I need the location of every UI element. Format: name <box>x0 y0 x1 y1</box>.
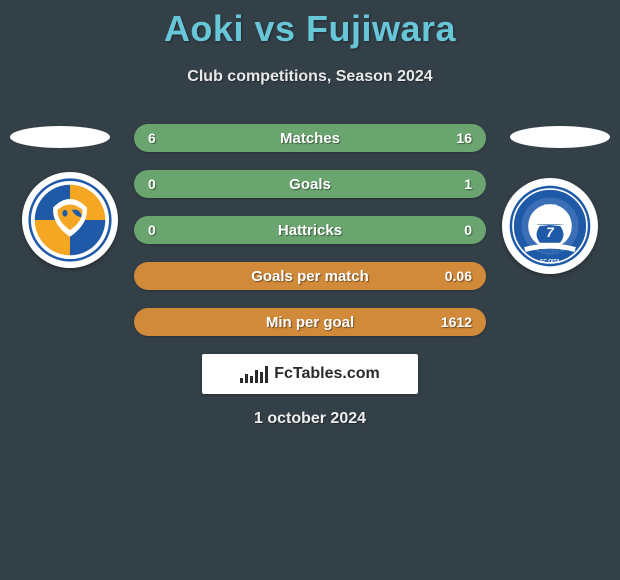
stat-right-value: 0.06 <box>445 268 472 284</box>
stat-row-mpg: Min per goal 1612 <box>134 308 486 336</box>
bar-chart-icon <box>240 365 268 383</box>
date-text: 1 october 2024 <box>0 410 620 428</box>
stat-label: Hattricks <box>278 222 342 239</box>
trinita-crest-icon: EST 1994 7 TRINITA FC OITA <box>508 184 592 268</box>
stat-right-value: 1612 <box>441 314 472 330</box>
right-player-oval <box>510 126 610 148</box>
left-player-oval <box>10 126 110 148</box>
stat-label: Min per goal <box>266 314 354 331</box>
stats-container: 6 Matches 16 0 Goals 1 0 Hattricks 0 Goa… <box>134 124 486 354</box>
stat-right-value: 1 <box>464 176 472 192</box>
stat-row-matches: 6 Matches 16 <box>134 124 486 152</box>
stat-left-value: 0 <box>148 222 156 238</box>
stat-row-gpm: Goals per match 0.06 <box>134 262 486 290</box>
stat-right-value: 16 <box>456 130 472 146</box>
stat-label: Goals <box>289 176 331 193</box>
svg-text:TRINITA: TRINITA <box>539 249 562 255</box>
brand-text: FcTables.com <box>274 365 380 383</box>
subtitle: Club competitions, Season 2024 <box>0 68 620 86</box>
right-team-crest: EST 1994 7 TRINITA FC OITA <box>502 178 598 274</box>
stat-left-value: 0 <box>148 176 156 192</box>
page-title: Aoki vs Fujiwara <box>0 0 620 50</box>
svg-text:7: 7 <box>546 225 554 240</box>
vvaren-crest-icon <box>28 178 112 262</box>
stat-row-hattricks: 0 Hattricks 0 <box>134 216 486 244</box>
svg-text:FC OITA: FC OITA <box>540 259 560 265</box>
stat-label: Goals per match <box>251 268 369 285</box>
stat-right-value: 0 <box>464 222 472 238</box>
stat-left-value: 6 <box>148 130 156 146</box>
svg-text:EST: EST <box>543 204 557 211</box>
left-team-crest <box>22 172 118 268</box>
stat-label: Matches <box>280 130 340 147</box>
stat-row-goals: 0 Goals 1 <box>134 170 486 198</box>
brand-box: FcTables.com <box>202 354 418 394</box>
svg-text:1994: 1994 <box>543 213 558 220</box>
